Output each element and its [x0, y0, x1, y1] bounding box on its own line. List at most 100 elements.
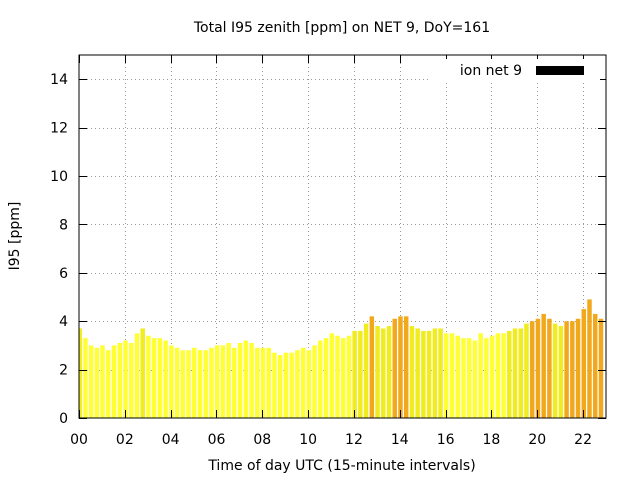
- bar: [197, 350, 203, 418]
- bar: [88, 345, 94, 418]
- bar: [564, 321, 569, 418]
- y-tick-label: 6: [59, 266, 68, 282]
- bar: [524, 323, 529, 418]
- bar: [220, 345, 226, 418]
- bar: [117, 342, 123, 418]
- y-axis-label: I95 [ppm]: [7, 202, 23, 271]
- bar: [306, 350, 312, 418]
- y-tick-label: 4: [59, 314, 68, 330]
- bar: [237, 342, 243, 418]
- bar: [581, 309, 587, 418]
- bar: [203, 350, 208, 418]
- x-tick-label: 04: [162, 432, 180, 448]
- bar: [94, 347, 100, 418]
- bar: [547, 318, 552, 418]
- bar: [295, 350, 300, 418]
- bar: [409, 326, 415, 418]
- bar: [232, 347, 237, 418]
- bar: [438, 328, 443, 418]
- bar: [111, 345, 117, 418]
- bar: [226, 342, 231, 418]
- bar: [79, 328, 82, 418]
- bar: [146, 335, 151, 418]
- y-tick-label: 0: [59, 411, 68, 427]
- bar: [186, 350, 191, 418]
- bar: [352, 330, 357, 418]
- bar: [570, 321, 575, 418]
- bar: [507, 330, 512, 418]
- x-tick-label: 06: [208, 432, 226, 448]
- bar: [421, 330, 426, 418]
- bar: [575, 318, 581, 418]
- bar: [174, 347, 180, 418]
- bar: [243, 340, 249, 418]
- bar: [335, 335, 340, 418]
- bar: [403, 316, 409, 418]
- legend-box: [428, 59, 600, 81]
- bar: [260, 347, 266, 418]
- bar: [432, 328, 438, 418]
- x-tick-label: 18: [483, 432, 501, 448]
- x-tick-label: 02: [116, 432, 134, 448]
- bar: [318, 340, 323, 418]
- bar: [157, 338, 163, 418]
- bar: [444, 333, 449, 418]
- bar: [489, 335, 495, 418]
- bar: [478, 333, 483, 418]
- bar: [598, 318, 604, 418]
- bar: [272, 352, 277, 418]
- bars: [79, 299, 604, 418]
- bar: [484, 338, 489, 418]
- x-tick-label: 12: [345, 432, 363, 448]
- x-axis-label: Time of day UTC (15-minute intervals): [207, 458, 475, 474]
- bar: [398, 316, 403, 418]
- bar: [289, 352, 294, 418]
- legend-label: ion net 9: [460, 63, 522, 79]
- y-tick-label: 2: [59, 363, 68, 379]
- x-tick-label: 10: [299, 432, 317, 448]
- bar: [529, 321, 535, 418]
- y-tick-label: 14: [50, 72, 68, 88]
- bar: [375, 326, 380, 418]
- bar: [192, 347, 197, 418]
- bar: [386, 326, 392, 418]
- bar: [392, 318, 397, 418]
- bar: [535, 318, 541, 418]
- plot-frame: [78, 54, 607, 419]
- bar: [300, 347, 306, 418]
- bar: [209, 347, 214, 418]
- x-tick-label: 00: [70, 432, 88, 448]
- legend-swatch: [536, 66, 584, 75]
- bar: [587, 299, 592, 418]
- bar: [461, 338, 466, 418]
- bar: [255, 347, 260, 418]
- x-tick-label: 22: [574, 432, 592, 448]
- bar: [466, 338, 472, 418]
- bar: [495, 333, 501, 418]
- bar: [266, 347, 271, 418]
- bar: [552, 323, 558, 418]
- bar: [558, 326, 564, 418]
- bar: [592, 313, 598, 418]
- bar: [180, 350, 186, 418]
- bar: [277, 355, 283, 418]
- y-tick-label: 12: [50, 121, 68, 137]
- bar: [501, 333, 506, 418]
- x-tick-label: 16: [437, 432, 455, 448]
- bar: [518, 328, 523, 418]
- bar: [346, 335, 352, 418]
- bar: [363, 323, 369, 418]
- chart-title: Total I95 zenith [ppm] on NET 9, DoY=161: [193, 20, 490, 36]
- bar: [541, 313, 546, 418]
- bar: [381, 328, 386, 418]
- x-tick-label: 14: [391, 432, 409, 448]
- y-tick-label: 8: [59, 217, 68, 233]
- bar: [472, 340, 478, 418]
- bar: [106, 350, 111, 418]
- bar: [214, 345, 220, 418]
- bar: [312, 345, 317, 418]
- bar: [134, 333, 140, 418]
- bar: [140, 328, 145, 418]
- bar: [329, 333, 334, 418]
